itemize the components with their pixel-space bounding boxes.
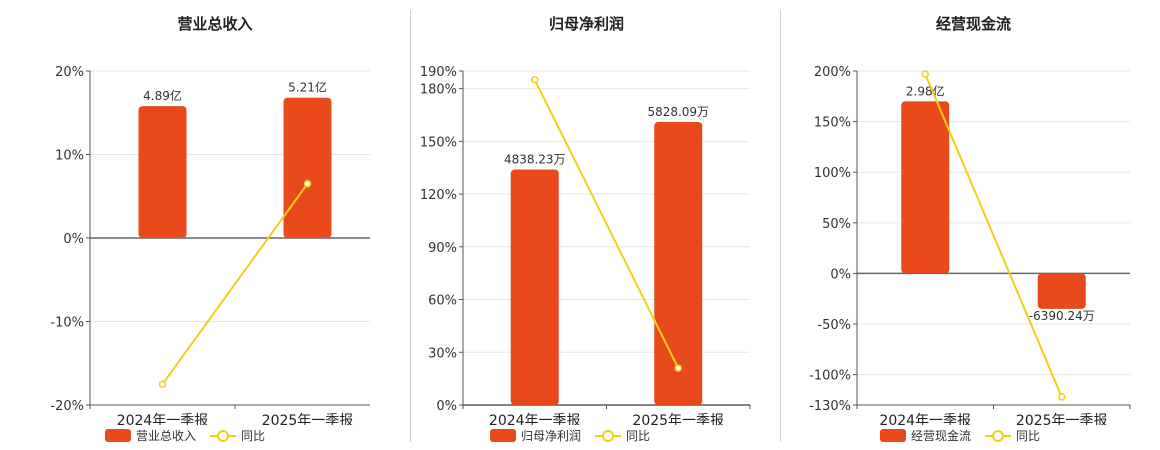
chart-title: 营业总收入	[177, 15, 252, 33]
chart-net-profit: 归母净利润 190% 180% 150% 120% 90% 60% 30% 0% 2024年一季报…	[420, 15, 751, 425]
y-tick-label: 60%	[428, 294, 457, 309]
panel-divider	[410, 10, 411, 442]
bar	[1037, 273, 1086, 309]
legend: 营业总收入 同比	[0, 427, 370, 444]
yoy-point	[921, 70, 929, 78]
legend-item-line[interactable]: 同比	[210, 427, 265, 444]
x-tick-label: 2025年一季报	[1016, 413, 1108, 425]
legend-bar-label: 营业总收入	[135, 429, 196, 443]
legend-bar-swatch	[489, 429, 516, 442]
legend-item-bar[interactable]: 归母净利润	[489, 427, 581, 444]
y-tick-label: 10%	[55, 149, 84, 164]
bar-data-label: 2.98亿	[906, 83, 945, 98]
bar-data-label: 5828.09万	[647, 105, 709, 119]
legend-line-label: 同比	[1016, 429, 1041, 443]
legend-line-label: 同比	[626, 429, 651, 443]
bar	[283, 97, 332, 238]
yoy-point	[158, 380, 167, 388]
y-tick-label: 100%	[814, 166, 851, 181]
chart-cash-flow: 经营现金流 200% 150% 100% 50% 0% -50% -100% -130% 2024…	[809, 15, 1131, 425]
y-tick-label: 190%	[420, 65, 457, 80]
y-tick-label: 120%	[420, 188, 457, 203]
y-tick-label: 150%	[420, 135, 457, 150]
y-tick-label: 180%	[420, 83, 457, 98]
yoy-point	[1058, 393, 1066, 401]
yoy-point	[674, 364, 682, 372]
legend: 归母净利润 同比	[385, 427, 755, 444]
legend-item-bar[interactable]: 经营现金流	[879, 427, 971, 444]
bar-data-label: 4838.23万	[504, 152, 566, 166]
yoy-point	[303, 179, 312, 188]
legend-bar-label: 归母净利润	[520, 429, 581, 443]
y-tick-label: -130%	[809, 399, 851, 414]
y-tick-label: -100%	[809, 369, 851, 384]
legend-item-bar[interactable]: 营业总收入	[104, 427, 196, 444]
legend-line-marker	[985, 429, 1011, 442]
bar	[654, 121, 703, 406]
y-tick-label: 0%	[830, 267, 851, 282]
x-tick-label: 2024年一季报	[879, 413, 971, 425]
x-tick-label: 2024年一季报	[117, 413, 209, 425]
y-tick-label: -10%	[50, 316, 84, 331]
legend-line-marker	[210, 429, 236, 442]
chart-panel-cash-flow: 经营现金流 200% 150% 100% 50% 0% -50% -100% -130% 2024…	[775, 0, 1145, 450]
chart-panel-net-profit: 归母净利润 190% 180% 150% 120% 90% 60% 30% 0% 2024年一季报…	[385, 0, 755, 450]
legend-item-line[interactable]: 同比	[595, 427, 650, 444]
legend-line-label: 同比	[241, 429, 266, 443]
yoy-line	[161, 183, 309, 385]
bar-data-label: -6390.24万	[1029, 309, 1095, 323]
legend: 经营现金流 同比	[775, 427, 1145, 444]
legend-bar-swatch	[879, 429, 906, 442]
y-tick-label: 20%	[55, 65, 84, 80]
legend-bar-label: 经营现金流	[910, 429, 971, 443]
chart-revenue: 营业总收入 20% 10% 0% -10% -20% 2024年一季报 2025年一季报 4.8…	[50, 15, 370, 425]
x-tick-label: 2025年一季报	[632, 413, 724, 425]
yoy-point	[531, 76, 539, 84]
y-tick-label: 150%	[814, 116, 851, 131]
bar-data-label: 5.21亿	[288, 80, 327, 95]
chart-title: 归母净利润	[549, 15, 624, 33]
legend-bar-swatch	[104, 429, 131, 442]
x-tick-label: 2024年一季报	[489, 413, 581, 425]
y-tick-label: 90%	[428, 241, 457, 256]
y-tick-label: 50%	[822, 217, 851, 232]
y-tick-label: -50%	[817, 318, 851, 333]
y-tick-label: 0%	[63, 232, 84, 247]
bar	[901, 101, 950, 274]
y-tick-label: 0%	[436, 399, 457, 414]
chart-panel-revenue: 营业总收入 20% 10% 0% -10% -20% 2024年一季报 2025年一季报 4.8…	[0, 0, 370, 450]
yoy-line	[533, 79, 680, 369]
chart-title: 经营现金流	[936, 15, 1011, 33]
y-tick-label: 30%	[428, 346, 457, 361]
y-tick-label: 200%	[814, 65, 851, 80]
bar	[510, 169, 559, 405]
panel-divider	[780, 10, 781, 442]
legend-item-line[interactable]: 同比	[985, 427, 1040, 444]
legend-line-marker	[595, 429, 621, 442]
y-tick-label: -20%	[50, 399, 84, 414]
x-tick-label: 2025年一季报	[262, 413, 354, 425]
yoy-line	[924, 73, 1063, 398]
bar	[138, 106, 187, 238]
bar-data-label: 4.89亿	[143, 88, 182, 103]
